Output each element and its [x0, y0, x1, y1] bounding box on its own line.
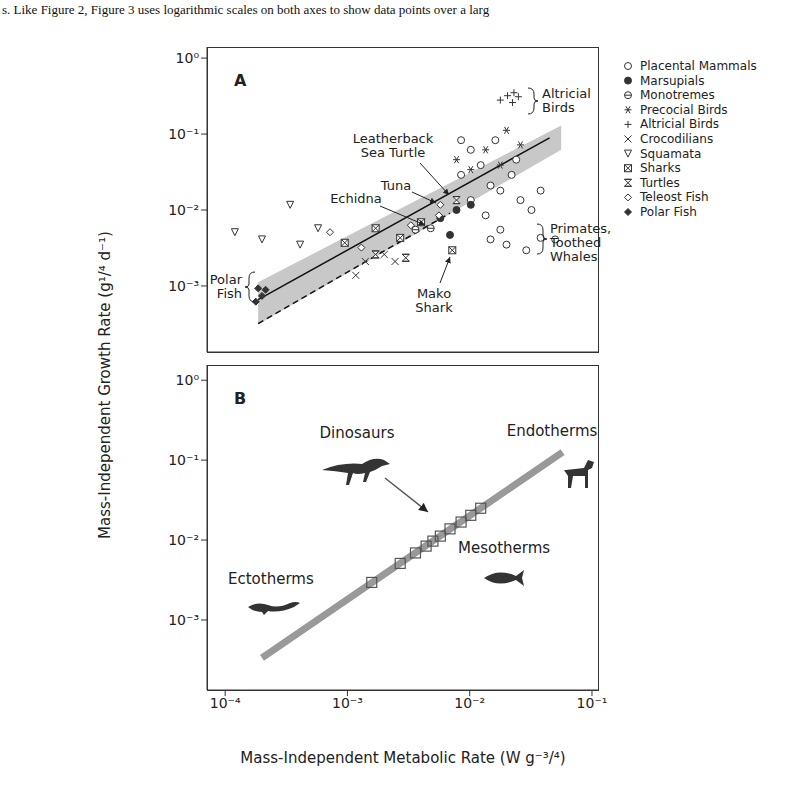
svg-text:Placental Mammals: Placental Mammals	[640, 59, 757, 73]
svg-text:10⁻³: 10⁻³	[168, 278, 199, 294]
svg-text:10⁻¹: 10⁻¹	[168, 452, 199, 468]
svg-text:Sharks: Sharks	[640, 161, 681, 175]
svg-text:B: B	[234, 389, 246, 408]
svg-text:s. Like Figure 2, Figure 3 use: s. Like Figure 2, Figure 3 uses logarith…	[8, 2, 490, 17]
svg-text:Mass-Independent Metabolic Rat: Mass-Independent Metabolic Rate (W g⁻³/⁴…	[240, 749, 565, 767]
svg-text:Teleost Fish: Teleost Fish	[639, 190, 709, 204]
svg-text:10⁻⁴: 10⁻⁴	[210, 695, 241, 711]
svg-text:10⁻²: 10⁻²	[454, 695, 485, 711]
svg-text:Tuna: Tuna	[380, 178, 411, 193]
svg-text:Mass-Independent Growth Rate (: Mass-Independent Growth Rate (g¹/⁴ d⁻¹)	[96, 231, 114, 539]
svg-text:Marsupials: Marsupials	[640, 74, 704, 88]
svg-text:10⁻¹: 10⁻¹	[577, 695, 608, 711]
svg-text:10⁻¹: 10⁻¹	[168, 126, 199, 142]
svg-text:10⁰: 10⁰	[176, 372, 200, 388]
svg-text:Primates,ToothedWhales: Primates,ToothedWhales	[549, 221, 611, 264]
svg-text:Squamata: Squamata	[640, 147, 701, 161]
svg-text:AltricialBirds: AltricialBirds	[542, 86, 591, 115]
svg-text:Turtles: Turtles	[639, 176, 680, 190]
svg-text:10⁰: 10⁰	[176, 50, 200, 66]
svg-text:Dinosaurs: Dinosaurs	[320, 424, 395, 442]
svg-text:10⁻³: 10⁻³	[332, 695, 363, 711]
svg-text:Ectotherms: Ectotherms	[228, 570, 314, 588]
svg-text:Altricial Birds: Altricial Birds	[640, 117, 719, 131]
svg-text:10⁻³: 10⁻³	[168, 612, 199, 628]
svg-text:Mesotherms: Mesotherms	[458, 539, 550, 557]
svg-text:LeatherbackSea Turtle: LeatherbackSea Turtle	[353, 131, 434, 160]
svg-text:Monotremes: Monotremes	[640, 88, 715, 102]
svg-text:Precocial Birds: Precocial Birds	[640, 103, 728, 117]
svg-text:Echidna: Echidna	[330, 191, 382, 206]
svg-text:10⁻²: 10⁻²	[168, 532, 199, 548]
svg-text:10⁻²: 10⁻²	[168, 202, 199, 218]
svg-text:Endotherms: Endotherms	[507, 422, 598, 440]
svg-text:PolarFish: PolarFish	[210, 272, 243, 301]
svg-text:Crocodilians: Crocodilians	[640, 132, 713, 146]
svg-text:Polar Fish: Polar Fish	[640, 205, 697, 219]
svg-text:MakoShark: MakoShark	[415, 286, 453, 315]
svg-text:A: A	[234, 71, 247, 90]
